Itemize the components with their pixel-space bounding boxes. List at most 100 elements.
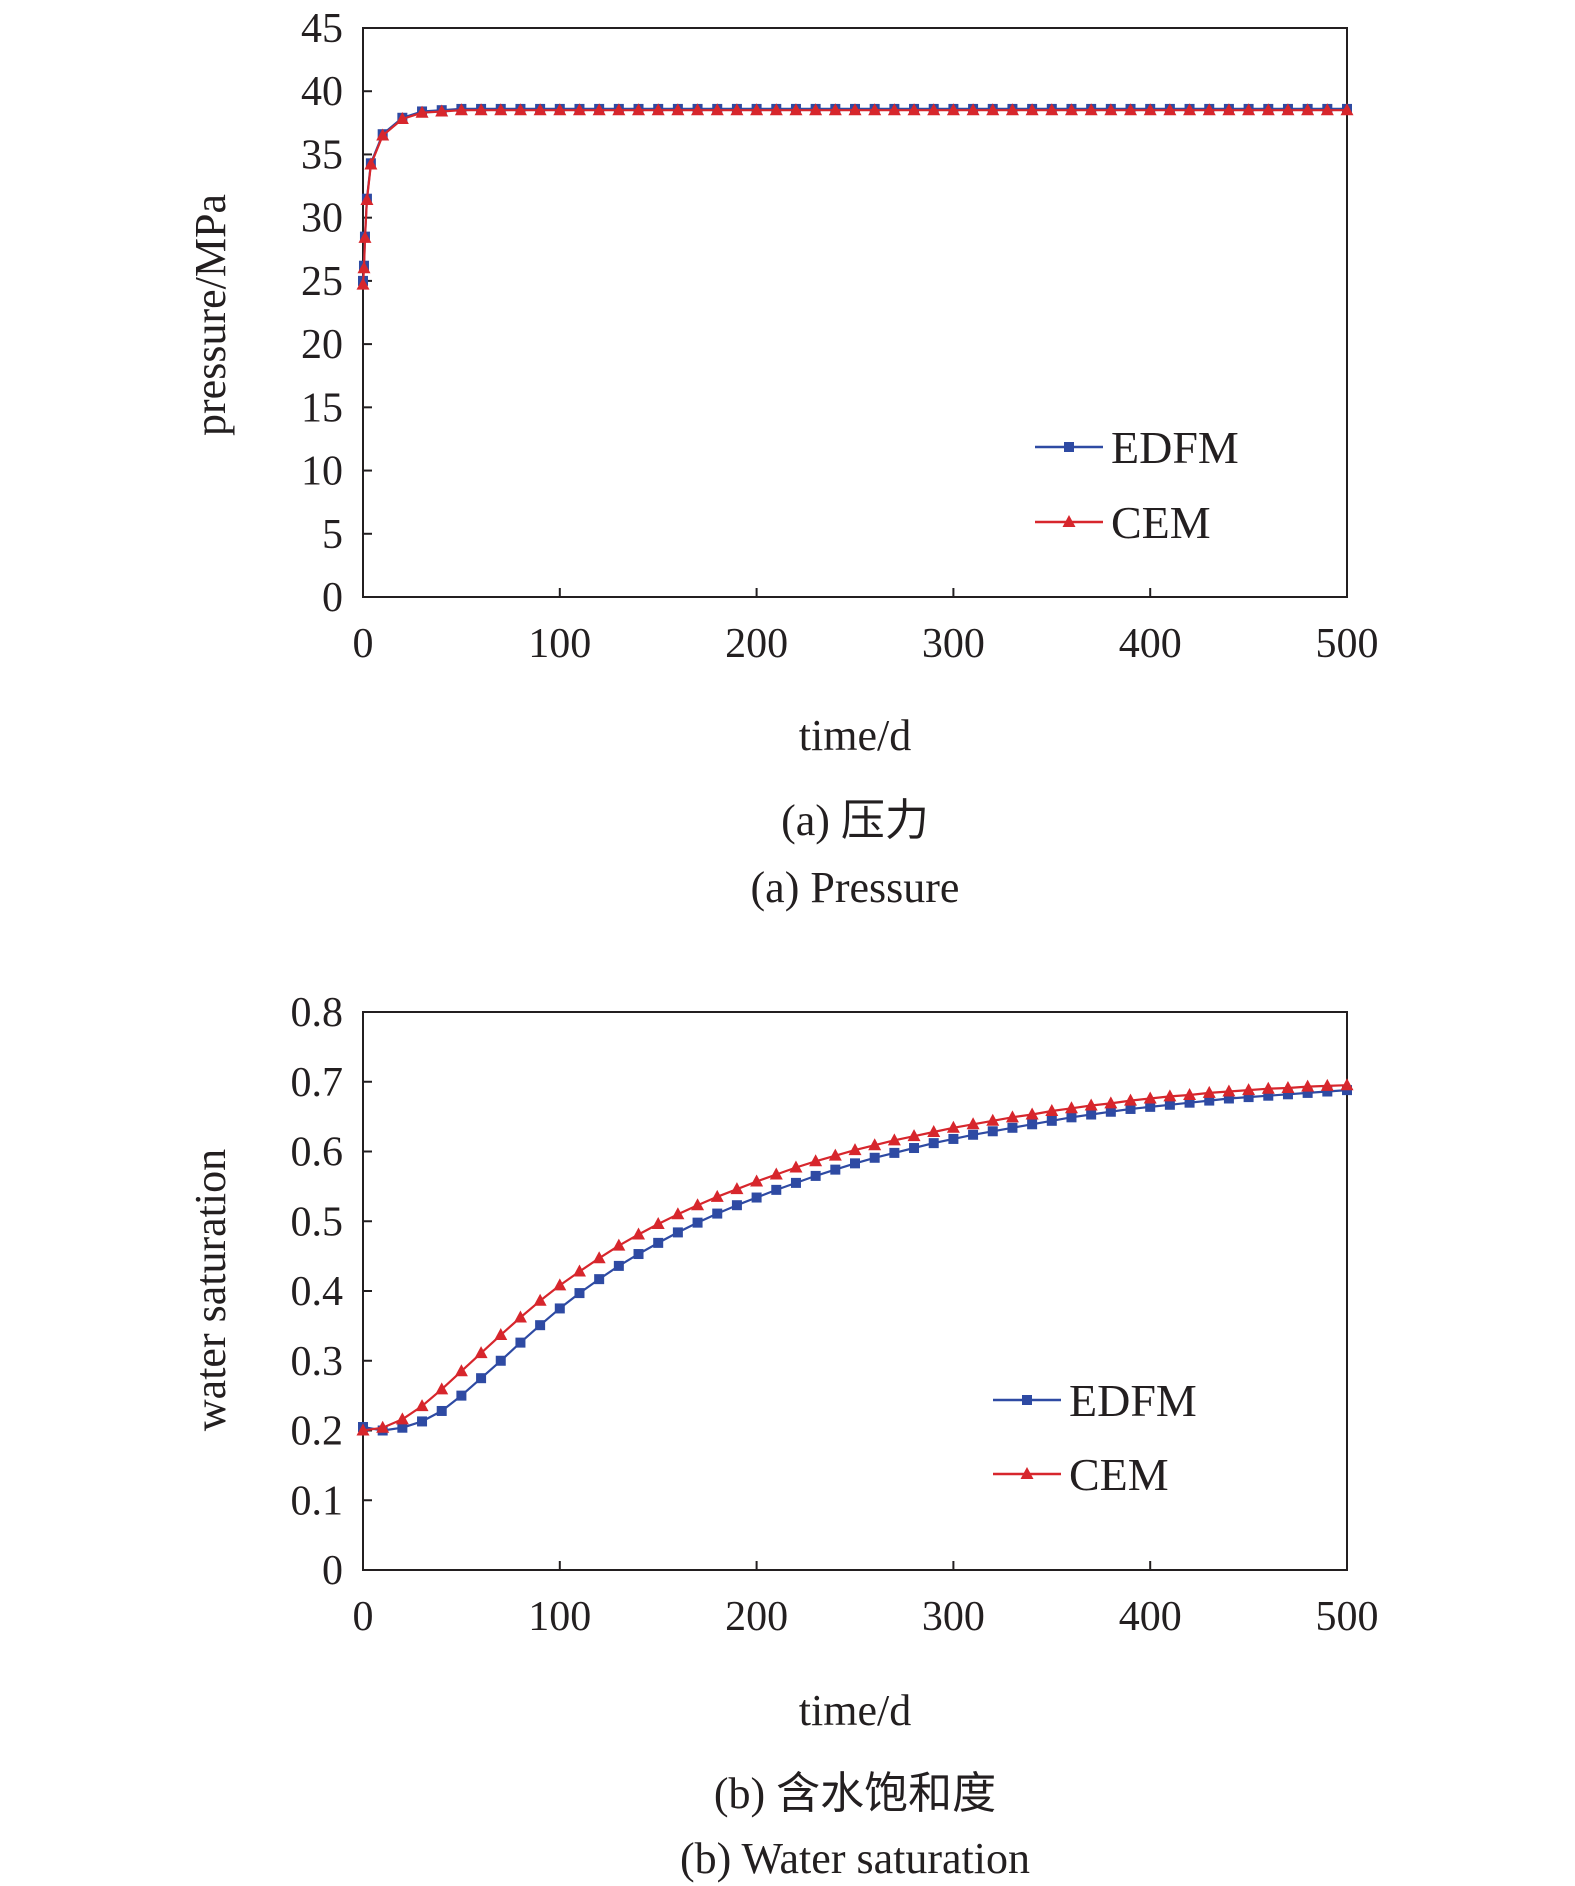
data-point [1084,1098,1098,1111]
data-point [1222,1084,1236,1097]
data-point [1320,1078,1334,1091]
data-point [986,103,1000,116]
data-point [1183,1088,1197,1101]
data-point [1243,1092,1254,1103]
data-point [1282,1089,1293,1100]
data-point [395,1412,409,1425]
series-edfm [358,103,1352,286]
legend-item-cem: CEM [993,1449,1169,1500]
data-point [1143,103,1157,116]
data-point [651,103,665,116]
data-point [357,261,371,274]
legend-label: EDFM [1111,422,1239,473]
data-point [1223,1093,1234,1104]
y-tick-label: 10 [301,449,343,495]
data-point [1005,1110,1019,1123]
data-point [789,1160,803,1173]
y-tick-label: 25 [301,259,343,305]
data-point [710,1189,724,1202]
data-point [476,1373,487,1384]
data-point [671,103,685,116]
data-point [986,1113,1000,1126]
data-point [1340,1078,1354,1091]
legend-marker [1064,442,1074,452]
data-point [1064,1101,1078,1114]
data-point [671,1207,685,1220]
data-point [1045,1104,1059,1117]
y-tick-label: 0.7 [291,1060,344,1106]
data-point [1301,103,1315,116]
data-point [474,103,488,116]
data-point [535,1320,546,1331]
data-point [554,1303,565,1314]
data-point [968,1129,979,1140]
data-point [1281,103,1295,116]
data-point [710,103,724,116]
data-point [1340,103,1354,116]
series-line [361,109,1347,285]
data-point [494,1327,508,1340]
x-tick-label: 400 [1119,1594,1182,1640]
data-point [948,1133,959,1144]
data-point [417,1416,428,1427]
legend: EDFM CEM [993,1375,1197,1500]
data-point [415,105,429,118]
caption-zh: (b) 含水饱和度 [714,1769,996,1818]
data-point [454,1364,468,1377]
data-point [513,1310,527,1323]
data-point [712,1208,723,1219]
data-point [1045,103,1059,116]
chart-b: 0 0.1 0.2 0.3 0.4 0.5 0.6 0.7 0.8 0 100 200 300 400 50… [186,990,1379,1883]
data-point [1066,1112,1077,1123]
data-point [1124,1093,1138,1106]
data-point [1281,1081,1295,1094]
data-point [376,128,390,141]
y-tick-label: 0.5 [291,1199,344,1245]
data-point [1005,103,1019,116]
caption-zh: (a) 压力 [781,796,929,845]
data-point [1302,1087,1313,1098]
data-point [435,104,449,117]
data-point [358,230,372,243]
series-line [361,107,1347,281]
data-point [1320,103,1334,116]
series-line [362,1089,1348,1432]
data-point [612,1238,626,1251]
data-point [1222,103,1236,116]
y-tick-label: 30 [301,196,343,242]
data-point [809,1154,823,1167]
data-point [1007,1122,1018,1133]
data-point [1064,103,1078,116]
data-point [889,1147,900,1158]
data-point [731,1200,742,1211]
y-tick-label: 0.4 [291,1269,344,1315]
data-point [436,1405,447,1416]
y-tick-label: 0.2 [291,1409,344,1455]
data-point [987,1126,998,1137]
data-point [360,192,374,205]
data-point [495,1355,506,1366]
x-tick-label: 200 [725,1594,788,1640]
data-point [1204,1095,1215,1106]
x-tick-label: 100 [528,1594,591,1640]
y-axis-title: pressure/MPa [186,194,235,436]
data-point [1104,1096,1118,1109]
data-point [356,1423,370,1436]
data-point [1025,1107,1039,1120]
legend-label: CEM [1111,497,1211,548]
data-point [751,1192,762,1203]
data-point [809,103,823,116]
y-tick-label: 45 [301,6,343,52]
data-point [553,103,567,116]
data-point [1261,103,1275,116]
data-point [769,1167,783,1180]
x-tick-label: 500 [1316,1594,1379,1640]
y-tick-label: 35 [301,132,343,178]
y-tick-label: 0 [322,575,343,621]
series-cem [356,1078,1354,1436]
data-point [1124,103,1138,116]
data-point [769,103,783,116]
data-point [909,1143,920,1154]
data-point [1143,1091,1157,1104]
